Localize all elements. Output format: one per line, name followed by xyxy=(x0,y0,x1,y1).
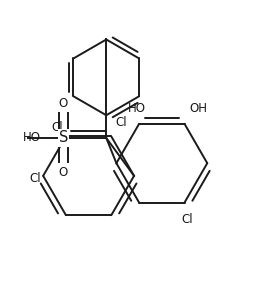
Text: OH: OH xyxy=(190,102,208,115)
Text: O: O xyxy=(59,166,68,179)
Text: S: S xyxy=(59,130,68,146)
Text: Cl: Cl xyxy=(29,172,41,185)
Text: O: O xyxy=(59,97,68,110)
Text: Cl: Cl xyxy=(181,213,193,226)
Text: Cl: Cl xyxy=(52,121,63,134)
Text: HO: HO xyxy=(23,132,41,144)
Text: HO: HO xyxy=(127,102,146,115)
Text: Cl: Cl xyxy=(116,116,127,129)
